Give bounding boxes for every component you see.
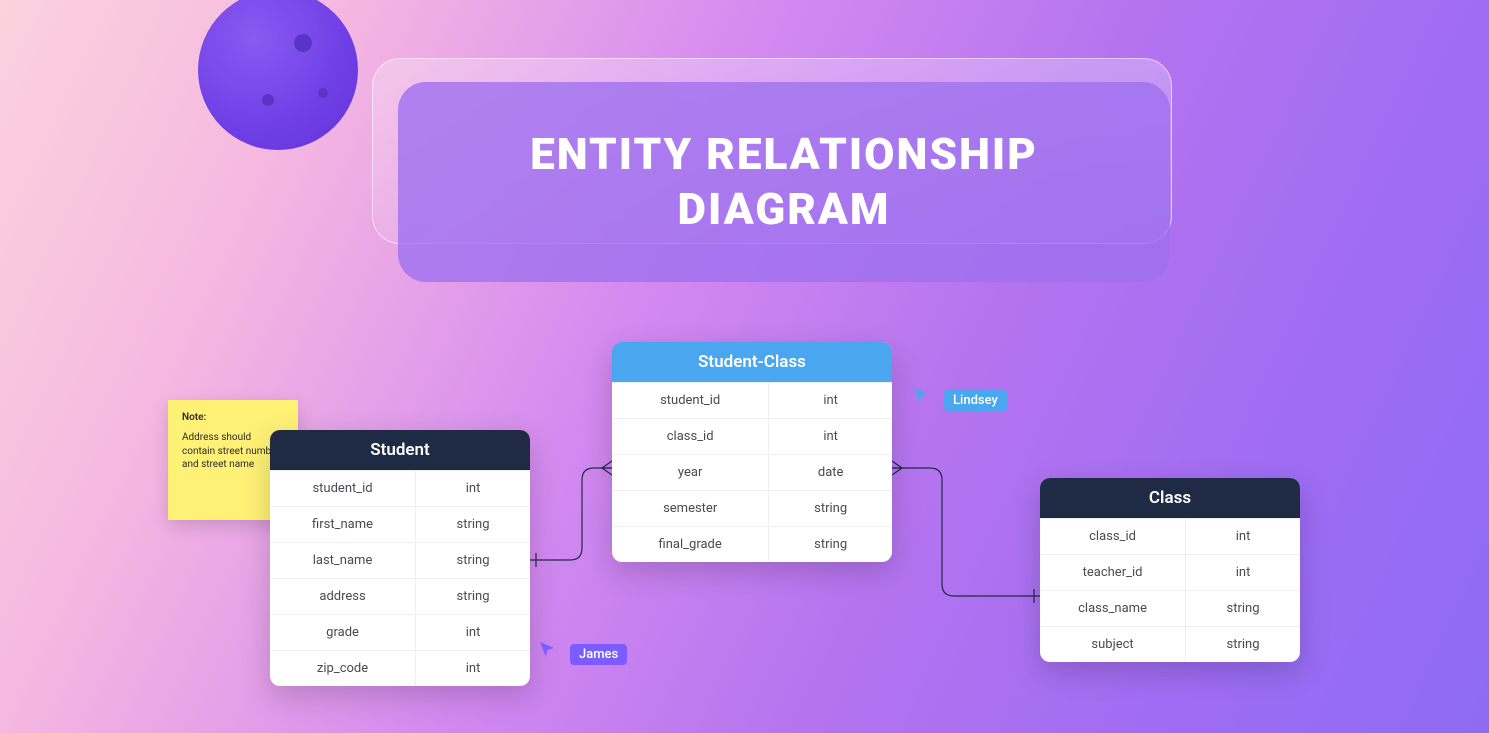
attr-type: int — [1186, 555, 1300, 591]
attr-type: string — [769, 491, 892, 527]
page-title: ENTITY RELATIONSHIP DIAGRAM — [458, 127, 1110, 237]
table-row[interactable]: first_namestring — [270, 507, 530, 543]
attr-name: class_name — [1040, 591, 1186, 627]
table-row[interactable]: addressstring — [270, 579, 530, 615]
entity-header[interactable]: Student — [270, 430, 530, 470]
table-row[interactable]: student_idint — [270, 471, 530, 507]
cursor-icon — [914, 388, 930, 404]
collaborator-name: Lindsey — [944, 390, 1007, 411]
entity-attributes: student_idintfirst_namestringlast_namest… — [270, 470, 530, 686]
attr-type: string — [416, 543, 530, 579]
table-row[interactable]: class_namestring — [1040, 591, 1300, 627]
entity-student_class[interactable]: Student-Classstudent_idintclass_idintyea… — [612, 342, 892, 562]
attr-name: semester — [612, 491, 769, 527]
collaborator-cursor-lindsey: Lindsey — [914, 386, 1007, 411]
attr-name: subject — [1040, 627, 1186, 663]
attr-name: year — [612, 455, 769, 491]
attr-type: string — [416, 507, 530, 543]
table-row[interactable]: subjectstring — [1040, 627, 1300, 663]
attr-name: last_name — [270, 543, 416, 579]
planet-spot — [318, 88, 328, 98]
attr-name: zip_code — [270, 651, 416, 687]
collaborator-cursor-james: James — [540, 640, 627, 665]
attr-type: string — [1186, 591, 1300, 627]
attr-type: string — [416, 579, 530, 615]
table-row[interactable]: yeardate — [612, 455, 892, 491]
attr-type: date — [769, 455, 892, 491]
attr-name: student_id — [270, 471, 416, 507]
table-row[interactable]: teacher_idint — [1040, 555, 1300, 591]
title-card: ENTITY RELATIONSHIP DIAGRAM — [398, 82, 1170, 282]
collaborator-name: James — [570, 644, 627, 665]
attr-type: int — [416, 615, 530, 651]
attr-name: student_id — [612, 383, 769, 419]
entity-header[interactable]: Class — [1040, 478, 1300, 518]
sticky-note-body: Address should contain street number and… — [182, 431, 284, 472]
entity-class[interactable]: Classclass_idintteacher_idintclass_names… — [1040, 478, 1300, 662]
entity-attributes: class_idintteacher_idintclass_namestring… — [1040, 518, 1300, 662]
attr-type: int — [416, 471, 530, 507]
entity-student[interactable]: Studentstudent_idintfirst_namestringlast… — [270, 430, 530, 686]
cursor-icon — [540, 642, 556, 658]
table-row[interactable]: class_idint — [612, 419, 892, 455]
entity-header[interactable]: Student-Class — [612, 342, 892, 382]
attr-name: first_name — [270, 507, 416, 543]
sticky-note-title: Note: — [182, 412, 284, 423]
attr-type: int — [769, 419, 892, 455]
attr-type: int — [769, 383, 892, 419]
attr-type: int — [416, 651, 530, 687]
table-row[interactable]: final_gradestring — [612, 527, 892, 563]
table-row[interactable]: gradeint — [270, 615, 530, 651]
table-row[interactable]: student_idint — [612, 383, 892, 419]
attr-name: grade — [270, 615, 416, 651]
planet-spot — [294, 34, 312, 52]
attr-name: address — [270, 579, 416, 615]
attr-type: string — [1186, 627, 1300, 663]
attr-type: string — [769, 527, 892, 563]
table-row[interactable]: class_idint — [1040, 519, 1300, 555]
table-row[interactable]: last_namestring — [270, 543, 530, 579]
entity-attributes: student_idintclass_idintyeardatesemester… — [612, 382, 892, 562]
table-row[interactable]: semesterstring — [612, 491, 892, 527]
attr-name: class_id — [612, 419, 769, 455]
attr-name: teacher_id — [1040, 555, 1186, 591]
table-row[interactable]: zip_codeint — [270, 651, 530, 687]
attr-name: final_grade — [612, 527, 769, 563]
attr-name: class_id — [1040, 519, 1186, 555]
planet-spot — [262, 94, 274, 106]
attr-type: int — [1186, 519, 1300, 555]
